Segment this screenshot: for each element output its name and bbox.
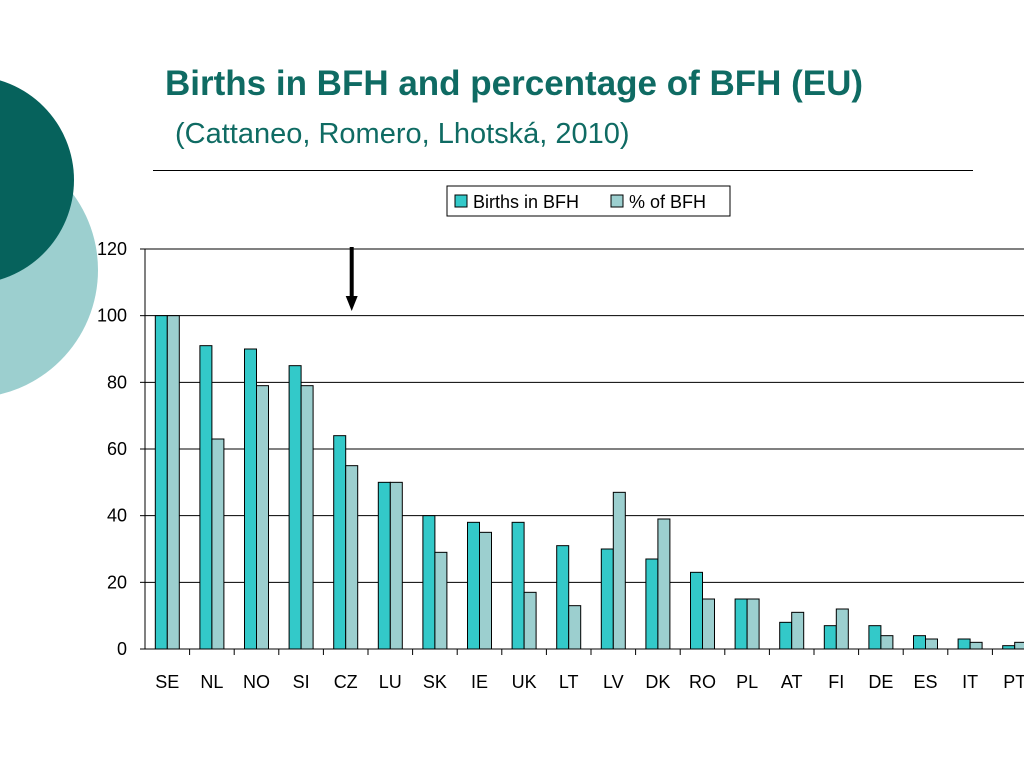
bar-pct-ro bbox=[702, 598, 715, 650]
bar-pct-fi bbox=[835, 608, 849, 650]
bar-births-pt bbox=[1002, 645, 1016, 650]
x-tick-label-de: DE bbox=[868, 672, 893, 692]
x-tick-label-no: NO bbox=[243, 672, 270, 692]
bar-births-lt bbox=[556, 545, 570, 650]
bar-pct-pt bbox=[1014, 641, 1024, 650]
legend-label: Births in BFH bbox=[473, 192, 579, 212]
y-tick-label: 100 bbox=[97, 306, 127, 326]
bar-births-lu bbox=[377, 481, 391, 650]
x-tick-label-pl: PL bbox=[736, 672, 758, 692]
bar-births-si bbox=[288, 365, 302, 650]
annotation-arrow-head bbox=[345, 296, 358, 311]
x-tick-label-at: AT bbox=[781, 672, 803, 692]
bar-pct-dk bbox=[657, 518, 671, 650]
x-tick-label-cz: CZ bbox=[334, 672, 358, 692]
bar-births-de bbox=[868, 625, 882, 650]
bar-births-ie bbox=[467, 521, 480, 650]
bar-pct-si bbox=[300, 385, 314, 650]
slide-title: Births in BFH and percentage of BFH (EU) bbox=[165, 64, 864, 103]
x-tick-label-nl: NL bbox=[200, 672, 223, 692]
x-tick-label-ie: IE bbox=[471, 672, 488, 692]
bar-births-se bbox=[154, 315, 168, 650]
x-tick-label-fi: FI bbox=[828, 672, 844, 692]
legend-label: % of BFH bbox=[629, 192, 706, 212]
x-tick-label-uk: UK bbox=[512, 672, 537, 692]
bar-births-no bbox=[244, 348, 257, 650]
bar-births-dk bbox=[645, 558, 659, 650]
bar-pct-pl bbox=[746, 598, 760, 650]
bar-births-at bbox=[779, 621, 793, 650]
bar-pct-sk bbox=[434, 551, 448, 650]
bar-pct-de bbox=[880, 635, 894, 650]
x-tick-label-pt: PT bbox=[1003, 672, 1024, 692]
legend-box bbox=[446, 185, 731, 217]
bar-births-fi bbox=[823, 625, 837, 650]
x-tick-label-dk: DK bbox=[645, 672, 670, 692]
bar-pct-uk bbox=[523, 591, 537, 650]
x-tick-label-se: SE bbox=[155, 672, 179, 692]
bar-pct-cz bbox=[345, 465, 359, 650]
y-tick-label: 40 bbox=[107, 506, 127, 526]
x-tick-label-ro: RO bbox=[689, 672, 716, 692]
x-tick-label-si: SI bbox=[293, 672, 310, 692]
bar-pct-lt bbox=[568, 605, 582, 650]
y-tick-label: 120 bbox=[97, 239, 127, 259]
bar-pct-se bbox=[166, 315, 180, 650]
x-tick-label-lu: LU bbox=[379, 672, 402, 692]
y-tick-label: 60 bbox=[107, 439, 127, 459]
x-tick-label-it: IT bbox=[962, 672, 978, 692]
bar-births-es bbox=[913, 635, 926, 650]
x-tick-label-es: ES bbox=[913, 672, 937, 692]
title-divider bbox=[153, 170, 973, 171]
bar-pct-es bbox=[925, 638, 938, 650]
x-tick-label-lt: LT bbox=[559, 672, 579, 692]
dark-teal-circle bbox=[0, 80, 74, 280]
decorative-circles bbox=[0, 80, 98, 395]
x-tick-label-sk: SK bbox=[423, 672, 447, 692]
bar-births-ro bbox=[690, 571, 703, 650]
bar-pct-nl bbox=[211, 438, 225, 650]
bar-pct-at bbox=[791, 611, 805, 650]
bar-births-it bbox=[957, 638, 971, 650]
bar-pct-no bbox=[256, 385, 269, 650]
bar-births-sk bbox=[422, 515, 436, 650]
y-tick-label: 80 bbox=[107, 372, 127, 392]
y-tick-label: 0 bbox=[117, 639, 127, 659]
x-tick-label-lv: LV bbox=[603, 672, 624, 692]
legend-swatch bbox=[610, 194, 624, 208]
bar-pct-lu bbox=[389, 481, 403, 650]
bar-births-pl bbox=[734, 598, 748, 650]
bar-births-nl bbox=[199, 345, 213, 650]
bar-pct-lv bbox=[612, 491, 626, 650]
slide-subtitle: (Cattaneo, Romero, Lhotská, 2010) bbox=[175, 118, 630, 150]
bar-pct-ie bbox=[479, 531, 492, 650]
y-tick-label: 20 bbox=[107, 572, 127, 592]
legend-swatch bbox=[454, 194, 468, 208]
bar-births-lv bbox=[600, 548, 614, 650]
bar-births-cz bbox=[333, 435, 347, 650]
bar-pct-it bbox=[969, 641, 983, 650]
bar-births-uk bbox=[511, 521, 525, 650]
